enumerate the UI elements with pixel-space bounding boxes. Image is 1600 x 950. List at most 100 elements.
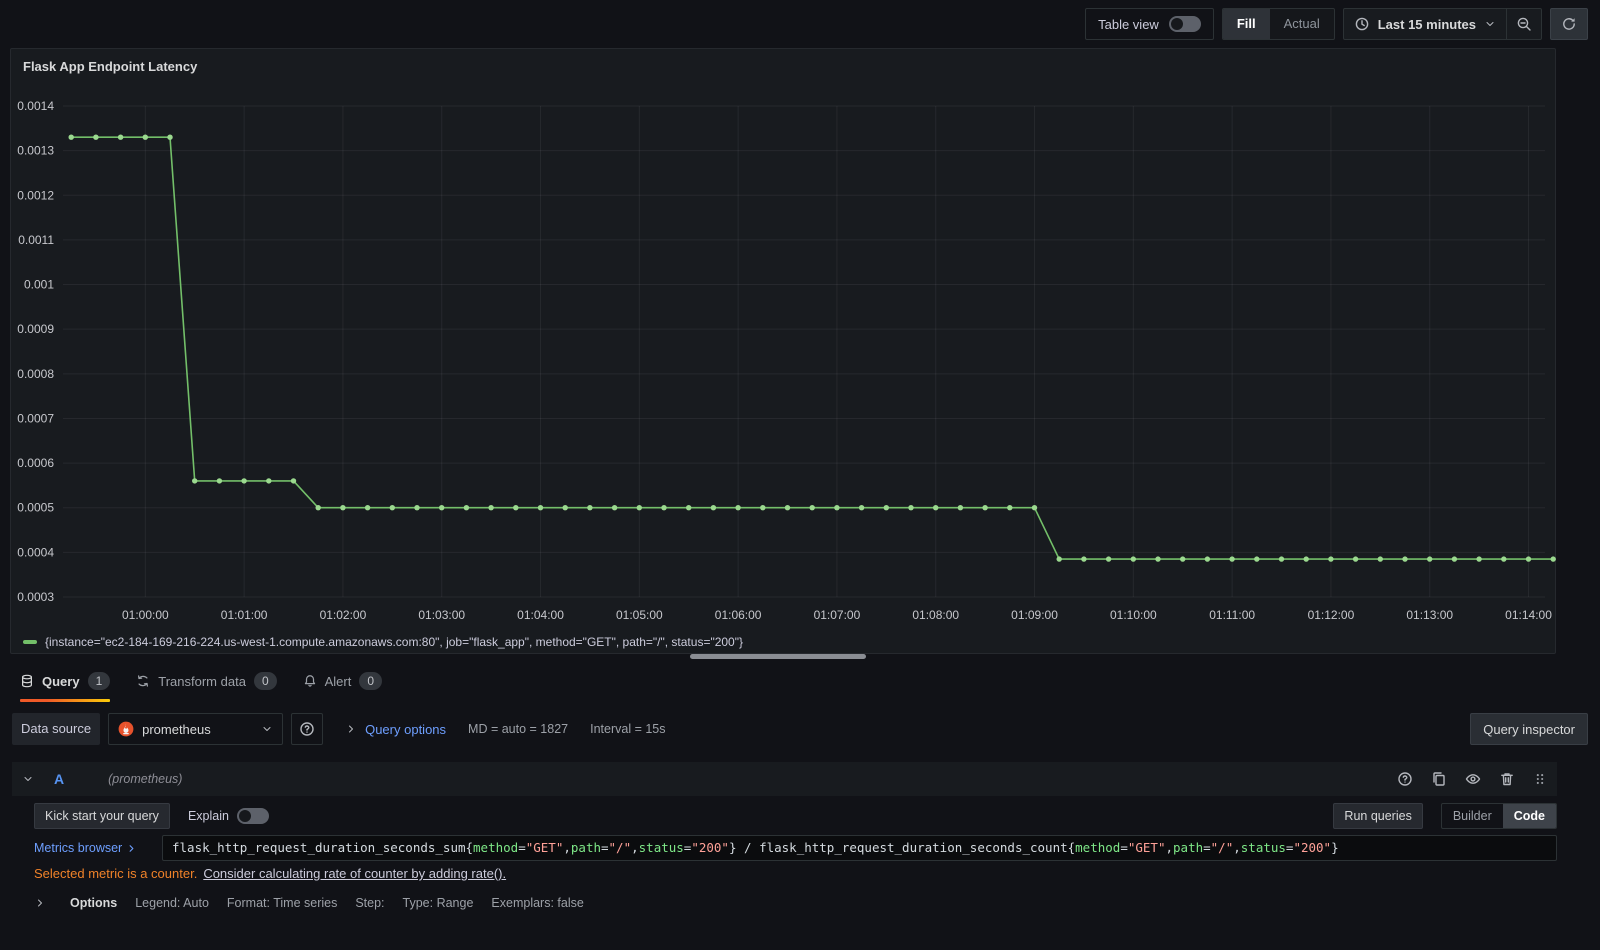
actual-button[interactable]: Actual — [1283, 16, 1320, 31]
max-data-points-value: MD = auto = 1827 — [468, 722, 569, 736]
run-queries-button[interactable]: Run queries — [1333, 803, 1423, 829]
table-view-control: Table view — [1085, 8, 1214, 40]
svg-text:01:06:00: 01:06:00 — [715, 608, 762, 622]
explain-control: Explain — [188, 808, 269, 824]
tab-alert[interactable]: Alert 0 — [303, 660, 383, 702]
trash-icon[interactable] — [1499, 771, 1515, 787]
svg-text:0.0009: 0.0009 — [17, 322, 54, 336]
svg-text:01:03:00: 01:03:00 — [418, 608, 465, 622]
warning-text: Selected metric is a counter. — [34, 866, 198, 881]
metrics-browser-toggle[interactable]: Metrics browser — [34, 841, 162, 855]
svg-text:0.0004: 0.0004 — [17, 545, 54, 559]
collapse-chevron-icon — [24, 776, 32, 782]
question-circle-icon — [300, 722, 314, 736]
options-format: Format: Time series — [226, 896, 338, 910]
svg-text:01:05:00: 01:05:00 — [616, 608, 663, 622]
query-options-toggle[interactable]: Query options — [345, 722, 446, 737]
svg-text:01:11:00: 01:11:00 — [1209, 608, 1255, 622]
svg-text:0.0012: 0.0012 — [17, 188, 54, 202]
panel-title[interactable]: Flask App Endpoint Latency — [23, 59, 198, 74]
prometheus-icon — [118, 721, 134, 737]
refresh-button[interactable] — [1550, 8, 1588, 40]
toggle-knob — [238, 810, 251, 822]
svg-text:01:00:00: 01:00:00 — [122, 608, 169, 622]
query-toolbar-row: Kick start your query Explain Run querie… — [34, 803, 1557, 829]
legend-series-marker — [23, 640, 37, 644]
svg-text:01:02:00: 01:02:00 — [320, 608, 367, 622]
datasource-label: Data source — [12, 713, 101, 745]
promql-input[interactable]: flask_http_request_duration_seconds_sum{… — [162, 835, 1557, 861]
timeseries-panel: Flask App Endpoint Latency 0.0003 0.0004 0… — [10, 48, 1556, 654]
options-legend: Legend: Auto — [135, 896, 209, 910]
explain-toggle[interactable] — [236, 808, 269, 824]
options-type: Type: Range — [402, 896, 474, 910]
warning-rate-link[interactable]: Consider calculating rate of counter by … — [203, 866, 507, 881]
tab-transform-label: Transform data — [158, 673, 246, 689]
time-range-picker[interactable]: Last 15 minutes — [1344, 9, 1506, 39]
tab-transform-data[interactable]: Transform data 0 — [136, 660, 277, 702]
datasource-help-button[interactable] — [291, 713, 324, 745]
svg-text:01:01:00: 01:01:00 — [221, 608, 268, 622]
chevron-down-icon — [1486, 21, 1494, 27]
panel-editor-section: Query 1 Transform data 0 Alert 0 Data so… — [0, 660, 1600, 915]
options-step: Step: — [355, 896, 385, 910]
svg-text:01:04:00: 01:04:00 — [517, 608, 564, 622]
divider — [1506, 9, 1507, 39]
svg-text:0.0007: 0.0007 — [17, 411, 54, 425]
query-row-header[interactable]: A (prometheus) — [12, 762, 1557, 796]
table-view-toggle[interactable] — [1168, 16, 1201, 32]
duplicate-icon[interactable] — [1431, 771, 1447, 787]
svg-text:0.0005: 0.0005 — [17, 501, 54, 515]
table-view-label: Table view — [1098, 16, 1159, 32]
tab-transform-count: 0 — [253, 672, 277, 690]
svg-text:01:07:00: 01:07:00 — [814, 608, 861, 622]
interval-value: Interval = 15s — [590, 722, 666, 736]
help-icon[interactable] — [1397, 771, 1413, 787]
tab-query-label: Query — [42, 673, 80, 689]
database-icon — [22, 674, 32, 688]
top-toolbar: Table view Fill Actual Last 15 minutes — [0, 0, 1600, 48]
kick-start-query-button[interactable]: Kick start your query — [34, 803, 170, 829]
svg-text:01:08:00: 01:08:00 — [912, 608, 959, 622]
query-inspector-button[interactable]: Query inspector — [1470, 713, 1588, 745]
options-label[interactable]: Options — [70, 896, 118, 910]
svg-text:0.0008: 0.0008 — [17, 367, 54, 381]
query-row-actions — [1397, 771, 1547, 787]
svg-text:0.0014: 0.0014 — [17, 99, 54, 113]
svg-text:0.0013: 0.0013 — [17, 144, 54, 158]
query-ref-id: A — [54, 771, 65, 787]
svg-text:01:09:00: 01:09:00 — [1011, 608, 1058, 622]
zoom-out-button[interactable] — [1507, 9, 1541, 39]
latency-chart[interactable]: 0.0003 0.0004 0.0005 0.0006 0.0007 0.0008 0.00… — [11, 79, 1557, 635]
datasource-value: prometheus — [142, 721, 211, 737]
datasource-select[interactable]: prometheus — [108, 713, 284, 745]
counter-warning-row: Selected metric is a counter. Consider c… — [34, 866, 1557, 881]
fill-button[interactable]: Fill — [1222, 9, 1270, 39]
query-editor-row: A (prometheus) Kick start your query Exp… — [12, 762, 1557, 915]
chevron-right-icon — [349, 725, 354, 733]
query-options-label: Query options — [365, 721, 447, 737]
builder-button[interactable]: Builder — [1452, 809, 1492, 823]
legend-series-label[interactable]: {instance="ec2-184-169-216-224.us-west-1… — [45, 635, 743, 649]
eye-icon[interactable] — [1465, 771, 1481, 787]
horizontal-scrollbar[interactable] — [690, 654, 866, 659]
metrics-browser-label: Metrics browser — [34, 841, 123, 855]
transform-icon — [138, 675, 149, 687]
svg-text:01:10:00: 01:10:00 — [1110, 608, 1157, 622]
drag-handle-icon[interactable] — [1533, 772, 1547, 786]
code-button[interactable]: Code — [1502, 804, 1556, 828]
refresh-icon — [1563, 18, 1575, 30]
options-chevron-icon[interactable] — [34, 897, 46, 909]
toggle-knob — [1170, 18, 1183, 30]
builder-code-group: Builder Code — [1440, 803, 1557, 829]
query-input-row: Metrics browser flask_http_request_durat… — [34, 835, 1557, 861]
time-controls: Last 15 minutes — [1342, 8, 1542, 40]
tab-query[interactable]: Query 1 — [20, 660, 111, 702]
svg-text:0.0006: 0.0006 — [17, 456, 54, 470]
svg-text:01:13:00: 01:13:00 — [1406, 608, 1453, 622]
magnifier-minus-icon — [1517, 17, 1531, 31]
clock-icon — [1355, 17, 1369, 31]
svg-text:0.0011: 0.0011 — [18, 233, 54, 247]
time-range-label: Last 15 minutes — [1377, 16, 1476, 32]
svg-text:01:12:00: 01:12:00 — [1308, 608, 1355, 622]
